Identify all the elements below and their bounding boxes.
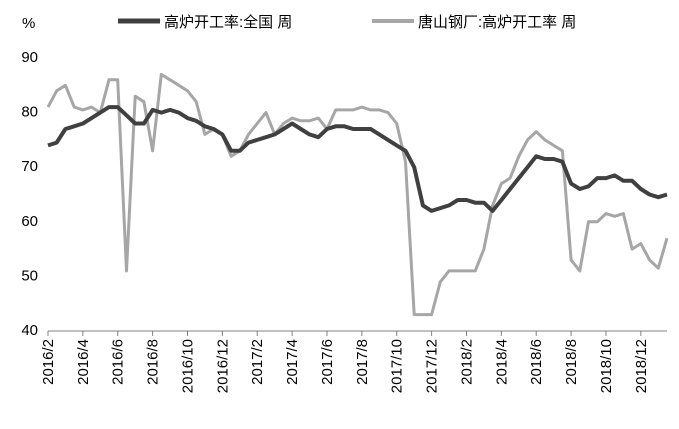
series-line [47,105,668,213]
legend-label: 高炉开工率:全国 周 [164,13,292,31]
legend-label: 唐山钢厂:高炉开工率 周 [418,14,576,31]
x-tick-label: 2017/8 [354,339,371,385]
x-tick-label: 2017/6 [319,339,336,385]
x-tick-label: 2017/12 [424,339,441,393]
x-tick-label: 2018/4 [493,339,510,385]
x-tick-label: 2017/4 [284,339,301,385]
y-tick-label: 90 [21,49,38,66]
y-tick-label: 60 [21,213,38,230]
y-tick-label: 40 [21,322,38,339]
x-tick-label: 2016/2 [40,339,57,385]
x-tick-label: 2016/4 [75,339,92,385]
y-tick-label: 50 [21,267,38,284]
x-tick-label: 2016/8 [145,339,162,385]
x-tick-label: 2018/8 [563,339,580,385]
y-tick-label: 80 [21,104,38,121]
x-tick-label: 2017/10 [389,339,406,393]
x-tick-label: 2018/6 [528,339,545,385]
x-tick-label: 2017/2 [249,339,266,385]
y-axis-label: % [22,15,35,32]
x-tick-label: 2018/12 [633,339,650,393]
x-tick-label: 2018/2 [458,339,475,385]
x-tick-label: 2018/10 [598,339,615,393]
x-tick-label: 2016/12 [214,339,231,393]
x-tick-label: 2016/6 [110,339,127,385]
series-line [46,72,669,317]
x-tick-label: 2016/10 [179,339,196,393]
y-tick-label: 70 [21,158,38,175]
